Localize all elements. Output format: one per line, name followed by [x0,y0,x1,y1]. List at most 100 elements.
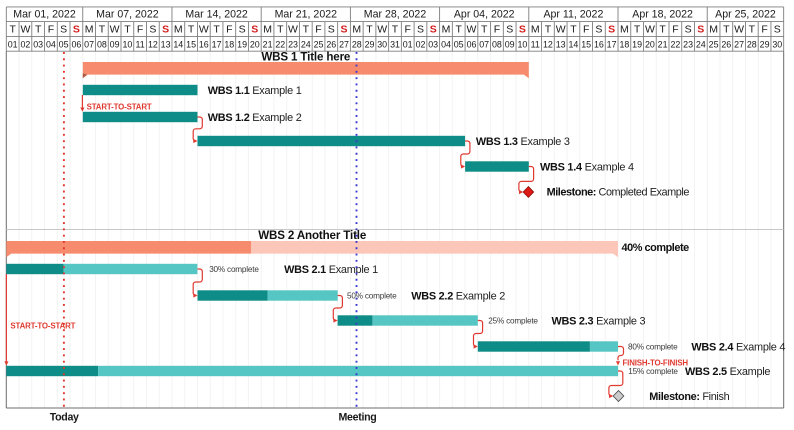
svg-text:04: 04 [46,39,56,49]
svg-text:14: 14 [568,39,578,49]
svg-text:F: F [315,24,321,36]
svg-text:03: 03 [33,39,43,49]
svg-text:T: T [124,24,131,36]
svg-text:F: F [137,24,143,36]
svg-text:T: T [659,24,666,36]
svg-text:WBS 1.2 Example 2: WBS 1.2 Example 2 [208,112,302,124]
svg-text:W: W [377,24,387,36]
svg-text:13: 13 [161,39,171,49]
svg-text:S: S [162,24,169,36]
svg-text:T: T [749,24,756,36]
svg-text:30% complete: 30% complete [209,265,259,274]
svg-text:T: T [570,24,577,36]
svg-text:T: T [303,24,310,36]
svg-text:F: F [583,24,589,36]
svg-text:S: S [430,24,437,36]
svg-text:W: W [556,24,566,36]
svg-text:Milestone: Finish: Milestone: Finish [649,391,729,403]
svg-text:START-TO-START: START-TO-START [87,103,152,112]
svg-text:Apr 04, 2022: Apr 04, 2022 [454,9,515,21]
svg-text:WBS 2.4 Example 4: WBS 2.4 Example 4 [691,342,785,354]
svg-text:T: T [723,24,730,36]
svg-text:80% complete: 80% complete [628,343,678,352]
svg-text:30: 30 [772,39,782,49]
svg-text:06: 06 [467,39,477,49]
svg-text:27: 27 [734,39,744,49]
svg-text:START-TO-START: START-TO-START [10,321,75,330]
svg-text:10: 10 [122,39,132,49]
svg-text:Meeting: Meeting [339,412,377,424]
svg-text:T: T [545,24,552,36]
svg-text:25: 25 [709,39,719,49]
svg-text:23: 23 [683,39,693,49]
svg-text:27: 27 [339,39,349,49]
svg-text:F: F [761,24,767,36]
svg-text:17: 17 [607,39,617,49]
svg-text:28: 28 [352,39,362,49]
svg-text:30: 30 [377,39,387,49]
svg-text:07: 07 [84,39,94,49]
svg-text:F: F [494,24,500,36]
svg-text:WBS 1.4 Example 4: WBS 1.4 Example 4 [540,162,634,174]
svg-text:05: 05 [59,39,69,49]
svg-text:M: M [263,24,272,36]
svg-text:29: 29 [365,39,375,49]
svg-text:Today: Today [50,412,79,424]
svg-text:W: W [199,24,209,36]
svg-text:15: 15 [186,39,196,49]
svg-text:F: F [226,24,232,36]
svg-text:W: W [110,24,120,36]
svg-text:02: 02 [416,39,426,49]
svg-text:T: T [213,24,220,36]
svg-text:40% complete: 40% complete [622,242,690,254]
svg-text:16: 16 [594,39,604,49]
svg-text:M: M [85,24,94,36]
svg-text:S: S [608,24,615,36]
svg-text:19: 19 [237,39,247,49]
svg-text:S: S [685,24,692,36]
svg-text:01: 01 [8,39,18,49]
svg-text:Mar 21, 2022: Mar 21, 2022 [275,9,338,21]
svg-text:W: W [288,24,298,36]
svg-text:W: W [645,24,655,36]
svg-text:03: 03 [428,39,438,49]
svg-text:S: S [251,24,258,36]
svg-text:Apr 25, 2022: Apr 25, 2022 [715,9,776,21]
svg-text:26: 26 [326,39,336,49]
svg-text:20: 20 [645,39,655,49]
svg-text:21: 21 [263,39,273,49]
svg-text:11: 11 [531,39,540,49]
svg-text:13: 13 [556,39,566,49]
svg-text:S: S [519,24,526,36]
svg-text:T: T [366,24,373,36]
svg-text:WBS 2.5 Example: WBS 2.5 Example [685,366,770,378]
svg-text:S: S [506,24,513,36]
svg-text:WBS 1.1 Example 1: WBS 1.1 Example 1 [208,85,302,97]
svg-text:09: 09 [110,39,120,49]
svg-text:S: S [595,24,602,36]
svg-text:F: F [48,24,54,36]
svg-text:S: S [73,24,80,36]
svg-text:FINISH-TO-FINISH: FINISH-TO-FINISH [623,358,689,367]
svg-text:31: 31 [390,39,400,49]
svg-text:06: 06 [71,39,81,49]
svg-text:WBS 1 Title here: WBS 1 Title here [261,51,351,64]
svg-text:T: T [9,24,16,36]
svg-text:M: M [352,24,361,36]
svg-text:W: W [20,24,30,36]
svg-text:Mar 14, 2022: Mar 14, 2022 [185,9,248,21]
svg-text:F: F [672,24,678,36]
svg-text:15: 15 [581,39,591,49]
svg-text:S: S [340,24,347,36]
svg-text:02: 02 [20,39,30,49]
svg-text:25: 25 [314,39,324,49]
svg-text:S: S [417,24,424,36]
svg-text:S: S [239,24,246,36]
svg-text:Apr 18, 2022: Apr 18, 2022 [632,9,693,21]
svg-text:S: S [149,24,156,36]
svg-text:M: M [709,24,718,36]
svg-text:M: M [174,24,183,36]
svg-text:19: 19 [632,39,642,49]
svg-text:11: 11 [135,39,144,49]
svg-text:Milestone: Completed Example: Milestone: Completed Example [547,187,690,199]
